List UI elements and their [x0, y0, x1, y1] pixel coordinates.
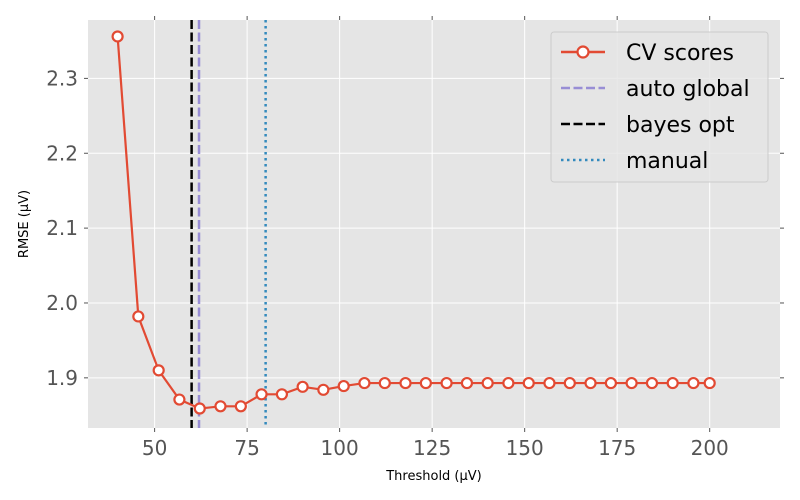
data-point	[419, 376, 432, 390]
data-point	[563, 376, 576, 390]
data-point	[645, 376, 659, 390]
data-point	[440, 376, 453, 390]
legend-label: manual	[626, 149, 708, 174]
y-tick-label: 2.1	[46, 216, 78, 240]
x-tick-label: 75	[234, 436, 259, 460]
x-tick-labels: 50 75 100 125 150 175 200	[142, 436, 729, 460]
x-tick-label: 50	[142, 436, 167, 460]
data-point	[522, 376, 535, 390]
tick-marks	[84, 16, 784, 432]
data-point	[317, 383, 330, 396]
data-point	[625, 376, 638, 390]
x-tick-label: 200	[691, 436, 729, 460]
data-point	[214, 400, 227, 413]
data-point	[604, 376, 617, 390]
data-point	[275, 388, 289, 401]
y-tick-label: 2.3	[46, 66, 78, 90]
x-tick-label: 175	[598, 436, 636, 460]
y-tick-label: 1.9	[46, 366, 78, 390]
legend: CV scores auto global bayes opt manual	[550, 31, 769, 183]
data-point	[337, 379, 350, 393]
data-point	[584, 376, 597, 390]
data-point	[687, 376, 700, 390]
data-point	[543, 376, 556, 390]
data-point	[502, 376, 515, 390]
legend-label: auto global	[626, 77, 750, 102]
data-point	[111, 30, 124, 43]
legend-label: bayes opt	[626, 113, 735, 138]
y-tick-labels: 1.9 2.0 2.1 2.2 2.3	[46, 66, 78, 389]
y-axis-label: RMSE (μV)	[17, 190, 32, 258]
data-point	[703, 376, 716, 390]
data-point	[173, 393, 186, 406]
data-point	[234, 400, 247, 413]
data-point	[296, 380, 309, 393]
vertical-reference-lines	[190, 20, 267, 428]
data-point	[193, 402, 206, 415]
legend-marker	[576, 45, 590, 59]
data-point	[481, 376, 494, 390]
data-point	[460, 376, 474, 390]
series-layer	[111, 30, 716, 415]
x-tick-label: 125	[413, 436, 451, 460]
x-tick-label: 100	[321, 436, 359, 460]
legend-label: CV scores	[626, 41, 734, 66]
x-tick-label: 150	[506, 436, 544, 460]
y-tick-label: 2.0	[46, 291, 78, 315]
data-point	[255, 388, 268, 401]
legend-box	[550, 31, 769, 183]
data-point	[132, 310, 145, 323]
data-point	[399, 376, 412, 390]
data-point	[358, 376, 371, 390]
y-tick-label: 2.2	[46, 141, 78, 165]
x-axis-label: Threshold (μV)	[385, 469, 482, 484]
data-point	[378, 376, 391, 390]
data-point	[666, 376, 679, 390]
data-point	[152, 364, 165, 377]
